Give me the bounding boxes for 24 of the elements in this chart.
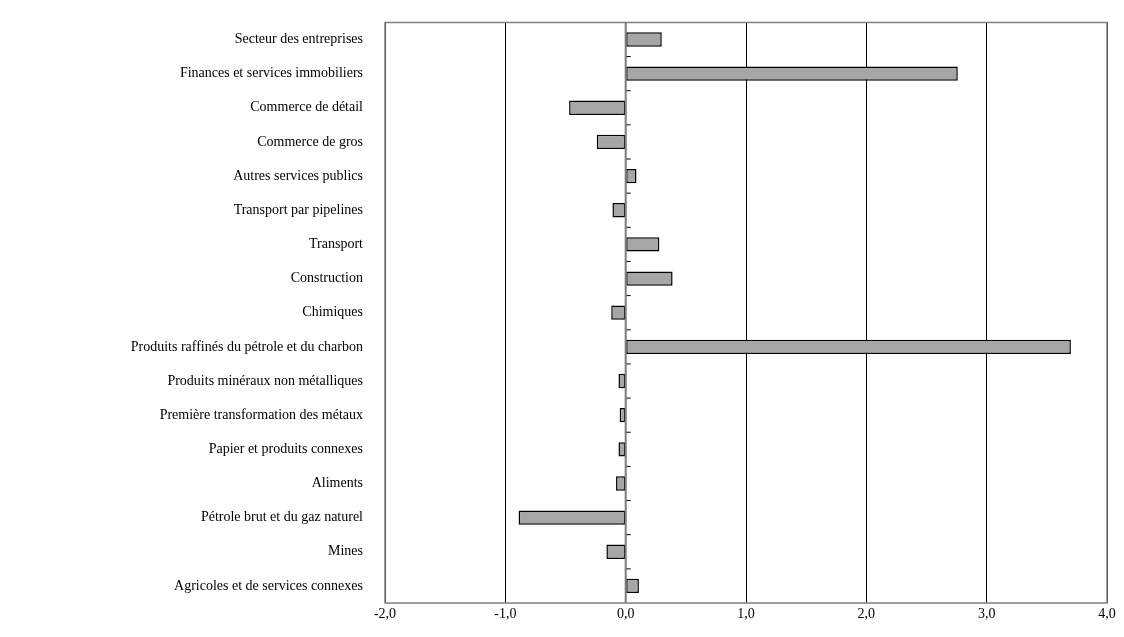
x-tick-label: 4,0	[1098, 606, 1116, 622]
y-tick-label: Commerce de gros	[257, 133, 363, 149]
y-tick-label: Commerce de détail	[250, 99, 364, 115]
x-tick-label: 2,0	[857, 606, 876, 622]
y-tick-label: Pétrole brut et du gaz naturel	[200, 509, 364, 525]
y-tick-label: Chimiques	[302, 304, 363, 320]
y-tick-label: Papier et produits connexes	[208, 440, 363, 456]
y-tick-label: Aliments	[311, 475, 363, 491]
y-tick-label: Transport par pipelines	[233, 201, 363, 217]
y-tick-label: Première transformation des métaux	[159, 406, 363, 422]
y-tick-label: Secteur des entreprises	[234, 31, 363, 47]
y-tick-label: Finances et services immobiliers	[179, 65, 363, 81]
x-tick-label: -2,0	[373, 606, 397, 622]
x-tick-label: 3,0	[977, 606, 996, 622]
x-tick-label: 0,0	[616, 606, 635, 622]
x-tick-label: -1,0	[494, 606, 517, 622]
y-tick-label: Construction	[290, 270, 363, 286]
y-tick-label: Produits minéraux non métalliques	[167, 372, 363, 388]
y-tick-label: Produits raffinés du pétrole et du charbon	[130, 338, 363, 354]
y-tick-label: Transport	[309, 236, 364, 252]
y-tick-label: Mines	[328, 543, 363, 559]
x-tick-label: 1,0	[737, 606, 755, 622]
y-tick-label: Autres services publics	[233, 167, 363, 183]
y-tick-label: Agricoles et de services connexes	[174, 577, 363, 593]
